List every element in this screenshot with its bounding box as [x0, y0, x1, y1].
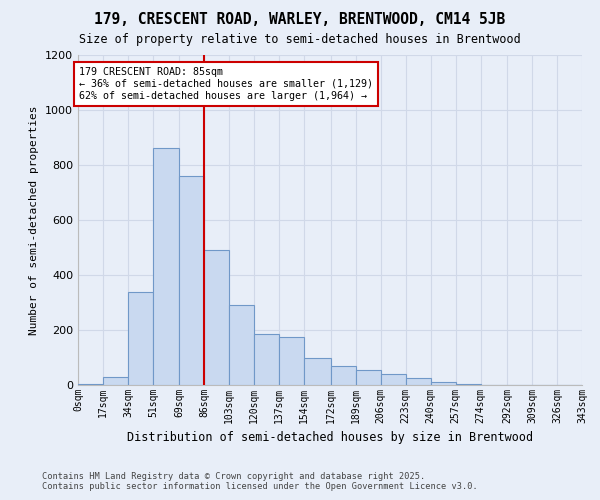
Bar	[205, 250, 229, 385]
Text: Size of property relative to semi-detached houses in Brentwood: Size of property relative to semi-detach…	[79, 32, 521, 46]
Y-axis label: Number of semi-detached properties: Number of semi-detached properties	[29, 106, 40, 335]
Text: 179, CRESCENT ROAD, WARLEY, BRENTWOOD, CM14 5JB: 179, CRESCENT ROAD, WARLEY, BRENTWOOD, C…	[94, 12, 506, 28]
Bar	[406, 378, 431, 385]
Bar	[455, 384, 481, 385]
Bar	[78, 384, 103, 385]
Text: 179 CRESCENT ROAD: 85sqm
← 36% of semi-detached houses are smaller (1,129)
62% o: 179 CRESCENT ROAD: 85sqm ← 36% of semi-d…	[79, 68, 373, 100]
Text: Contains HM Land Registry data © Crown copyright and database right 2025.
Contai: Contains HM Land Registry data © Crown c…	[42, 472, 478, 491]
Bar	[103, 377, 128, 385]
Bar	[280, 337, 304, 385]
Bar	[153, 148, 179, 385]
Bar	[128, 292, 153, 385]
Bar	[356, 370, 380, 385]
Bar	[331, 366, 356, 385]
Bar	[304, 358, 331, 385]
Bar	[229, 305, 254, 385]
Bar	[254, 334, 280, 385]
Bar	[380, 374, 406, 385]
Bar	[179, 176, 205, 385]
Bar	[431, 382, 455, 385]
X-axis label: Distribution of semi-detached houses by size in Brentwood: Distribution of semi-detached houses by …	[127, 432, 533, 444]
